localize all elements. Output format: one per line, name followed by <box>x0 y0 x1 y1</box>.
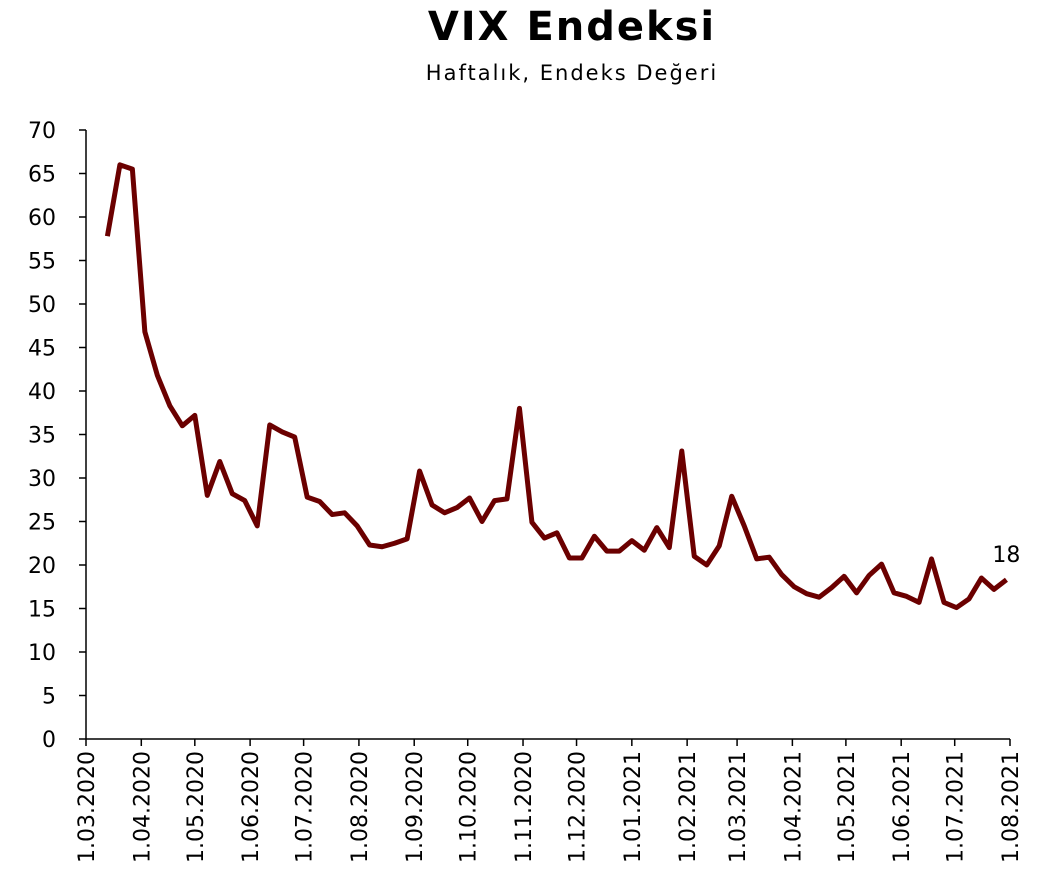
chart-title: VIX Endeksi <box>428 4 716 50</box>
x-tick-label: 1.10.2020 <box>457 751 482 863</box>
x-tick-label: 1.05.2021 <box>835 751 860 863</box>
x-tick-label: 1.01.2021 <box>621 751 646 863</box>
y-tick-label: 15 <box>28 598 56 623</box>
x-tick-label: 1.06.2020 <box>239 751 264 863</box>
y-tick-label: 20 <box>28 554 56 579</box>
x-tick-label: 1.08.2021 <box>999 751 1024 863</box>
chart-subtitle: Haftalık, Endeks Değeri <box>426 61 718 85</box>
x-tick-label: 1.07.2020 <box>293 751 318 863</box>
y-tick-label: 55 <box>28 250 56 275</box>
y-tick-label: 40 <box>28 380 56 405</box>
y-tick-label: 45 <box>28 337 56 362</box>
x-tick-label: 1.03.2020 <box>75 751 100 863</box>
y-tick-label: 10 <box>28 641 56 666</box>
y-tick-label: 0 <box>42 728 56 753</box>
x-tick-label: 1.07.2021 <box>944 751 969 863</box>
line <box>104 162 1008 611</box>
y-tick-label: 50 <box>28 293 56 318</box>
data-label: 18 <box>992 543 1020 568</box>
x-tick-label: 1.11.2020 <box>512 751 537 863</box>
x-tick-label: 1.09.2020 <box>403 751 428 863</box>
y-tick-label: 70 <box>28 119 56 144</box>
x-tick-label: 1.03.2021 <box>726 751 751 863</box>
x-tick-label: 1.04.2020 <box>130 751 155 863</box>
x-tick-label: 1.02.2021 <box>676 751 701 863</box>
y-tick-label: 5 <box>42 685 56 710</box>
x-tick-label: 1.06.2021 <box>890 751 915 863</box>
y-tick-label: 30 <box>28 467 56 492</box>
y-tick-label: 65 <box>28 163 56 188</box>
x-tick-label: 1.04.2021 <box>781 751 806 863</box>
y-tick-label: 60 <box>28 206 56 231</box>
x-tick-label: 1.08.2020 <box>348 751 373 863</box>
y-tick-label: 25 <box>28 511 56 536</box>
x-tick-label: 1.05.2020 <box>184 751 209 863</box>
x-tick-label: 1.12.2020 <box>566 751 591 863</box>
y-tick-label: 35 <box>28 424 56 449</box>
